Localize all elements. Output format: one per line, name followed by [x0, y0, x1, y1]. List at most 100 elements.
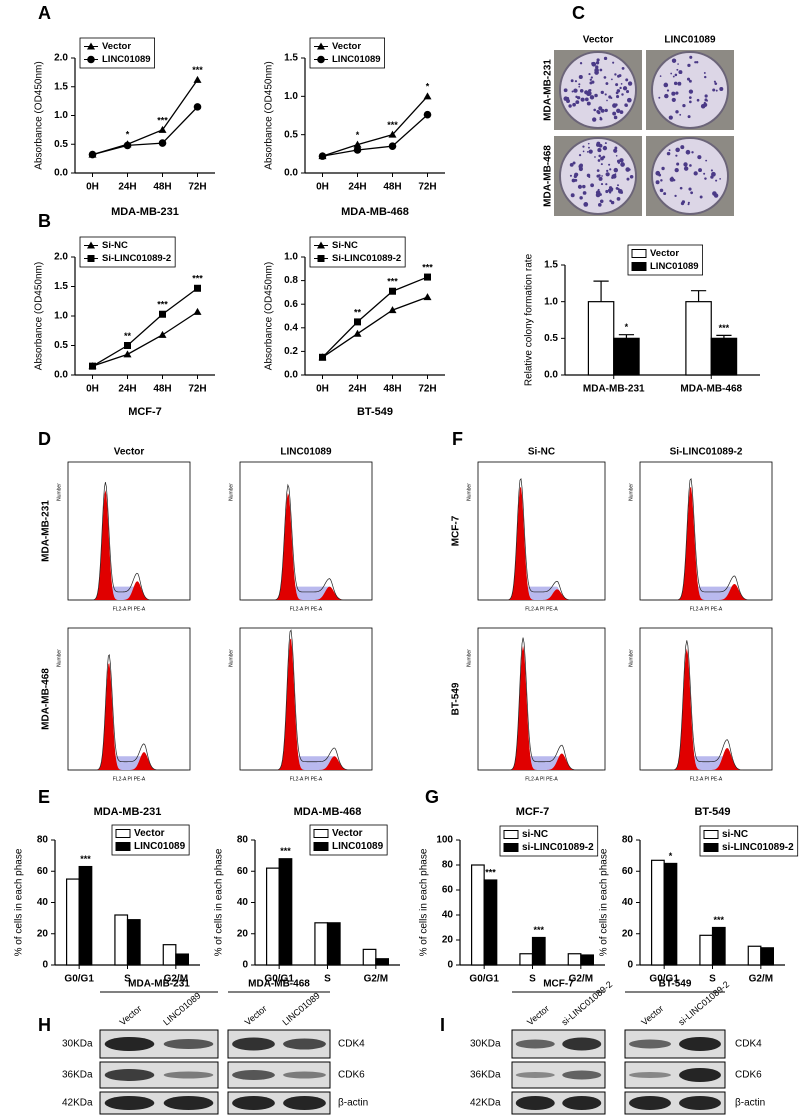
colony: [677, 63, 679, 65]
legend-swatch: [703, 830, 719, 839]
marker: [193, 307, 202, 315]
colony: [672, 75, 675, 78]
colony: [678, 70, 683, 75]
bar: [567, 953, 582, 966]
line: [92, 106, 198, 156]
y-tick-label: 40: [442, 910, 454, 921]
colony: [668, 149, 671, 152]
colony: [589, 78, 592, 81]
flow-s-phase: [242, 756, 370, 770]
flow-frame: [639, 627, 773, 771]
blot-band: [515, 1072, 555, 1078]
row-label: BT-549: [451, 682, 462, 715]
column-header: Vector: [114, 447, 145, 458]
colony: [588, 146, 590, 149]
colony: [595, 61, 600, 65]
blot-band: [515, 1096, 555, 1110]
colony: [578, 85, 581, 88]
size-label: 42KDa: [470, 1098, 501, 1109]
blot-band: [163, 1071, 214, 1079]
x-tick-label: 48H: [383, 384, 401, 395]
panel-label: H: [38, 1015, 51, 1035]
flow-s-phase: [70, 756, 188, 770]
colony: [712, 88, 716, 92]
blot-band: [562, 1037, 602, 1051]
flow-g1-peak: [480, 486, 603, 600]
flow-y-label: Number: [56, 649, 62, 667]
flow-g1-peak: [70, 663, 188, 770]
flow-s-phase: [480, 586, 603, 600]
flow-s-phase: [480, 756, 603, 770]
x-tick-label: 24H: [118, 384, 136, 395]
annotation: **: [354, 307, 362, 317]
flow-frame: [639, 461, 773, 601]
colony: [674, 73, 678, 77]
bar: [362, 948, 377, 966]
marker: [158, 139, 167, 147]
flow-outline: [480, 478, 603, 601]
colony: [682, 103, 686, 108]
colony: [658, 96, 661, 99]
flow-frame: [239, 627, 373, 771]
blot-band: [232, 1096, 275, 1110]
annotation: ***: [719, 323, 730, 333]
colony: [598, 143, 603, 148]
colony: [588, 149, 593, 154]
colony: [571, 178, 576, 183]
colony: [598, 106, 603, 111]
colony: [589, 95, 595, 100]
colony: [676, 68, 679, 71]
blot-band: [283, 1096, 326, 1110]
colony: [596, 109, 600, 114]
colony: [600, 156, 604, 161]
colony: [715, 89, 718, 92]
colony: [626, 177, 630, 181]
colony: [664, 93, 669, 99]
annotation: *: [426, 82, 430, 92]
x-tick-label: 72H: [188, 182, 206, 193]
bar: [747, 945, 762, 966]
colony: [686, 77, 691, 81]
chart-title: BT-549: [357, 406, 393, 418]
marker: [423, 293, 432, 301]
flow-frame: [67, 461, 191, 601]
y-tick-label: 2.0: [54, 53, 68, 64]
flow-outline: [642, 478, 770, 601]
blot-band: [163, 1039, 214, 1049]
colony: [588, 73, 591, 76]
y-tick-label: 80: [237, 835, 249, 846]
colony: [604, 93, 607, 96]
marker: [124, 342, 131, 349]
marker: [89, 362, 96, 370]
flow-outline: [642, 640, 770, 771]
marker: [353, 146, 362, 154]
colony: [710, 175, 714, 179]
x-tick-label: MDA-MB-468: [680, 384, 742, 395]
panel-label: G: [425, 787, 439, 807]
row-label: MDA-MB-231: [41, 500, 52, 562]
colony: [688, 187, 692, 191]
annotation: ***: [192, 65, 203, 75]
annotation: ***: [714, 915, 725, 925]
bar: [471, 864, 485, 966]
colony: [590, 76, 593, 79]
annotation: ***: [192, 274, 203, 284]
colony: [679, 113, 682, 116]
bar: [314, 922, 329, 966]
legend-marker: [87, 42, 95, 50]
protein-label: β-actin: [735, 1098, 765, 1109]
colony: [615, 83, 619, 87]
colony: [714, 82, 718, 85]
x-tick-label: 0H: [316, 384, 329, 395]
bar: [663, 862, 678, 966]
y-tick-label: 40: [622, 897, 634, 908]
blot-band: [104, 1069, 155, 1081]
bar: [711, 926, 726, 966]
y-tick-label: 2.0: [54, 252, 68, 263]
flow-g1-peak: [480, 645, 603, 770]
panel-label: C: [572, 3, 585, 23]
y-tick-label: 100: [436, 835, 453, 846]
chart-title: MCF-7: [128, 406, 162, 418]
colony: [659, 75, 662, 77]
y-tick-label: 0.2: [284, 346, 298, 357]
